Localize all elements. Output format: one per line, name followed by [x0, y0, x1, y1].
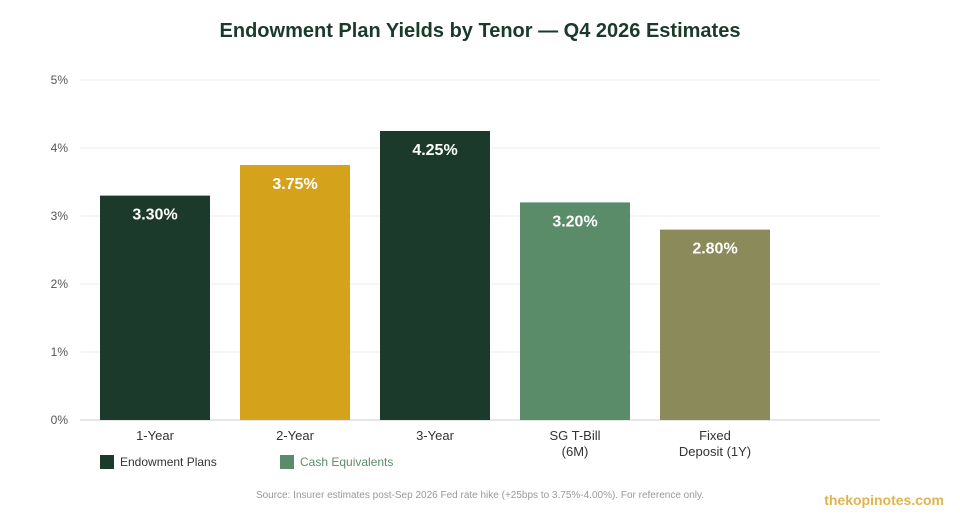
bar-value-label: 3.75%	[272, 176, 317, 193]
bar	[660, 229, 770, 420]
bar-value-label: 3.20%	[552, 213, 597, 230]
y-tick-label: 1%	[51, 345, 69, 359]
site-watermark: thekopinotes.com	[824, 492, 944, 508]
legend-item-endowment: Endowment Plans	[100, 455, 217, 469]
legend-swatch-cash	[280, 455, 294, 469]
legend-label-endowment: Endowment Plans	[120, 455, 217, 469]
legend-swatch-endowment	[100, 455, 114, 469]
source-footnote: Source: Insurer estimates post-Sep 2026 …	[255, 490, 705, 501]
x-tick-label: Deposit (1Y)	[679, 444, 751, 459]
y-tick-label: 5%	[51, 73, 69, 87]
bar-value-label: 2.80%	[692, 241, 737, 258]
x-tick-label: SG T-Bill	[549, 428, 600, 443]
x-tick-label: 3-Year	[416, 428, 454, 443]
y-tick-label: 4%	[51, 141, 69, 155]
y-tick-label: 2%	[51, 277, 69, 291]
bar	[100, 195, 210, 420]
bar-value-label: 4.25%	[412, 142, 457, 159]
x-tick-label: 2-Year	[276, 428, 314, 443]
bar-value-label: 3.30%	[132, 207, 177, 224]
x-tick-label: (6M)	[562, 444, 589, 459]
bar	[240, 165, 350, 420]
bar	[520, 202, 630, 420]
legend-label-cash: Cash Equivalents	[300, 455, 394, 469]
x-tick-label: Fixed	[699, 428, 731, 443]
bar	[380, 131, 490, 420]
legend-item-cash: Cash Equivalents	[280, 455, 393, 469]
chart-title: Endowment Plan Yields by Tenor — Q4 2026…	[219, 20, 741, 42]
y-tick-label: 3%	[51, 209, 69, 223]
y-tick-label: 0%	[51, 413, 69, 427]
x-tick-label: 1-Year	[136, 428, 174, 443]
